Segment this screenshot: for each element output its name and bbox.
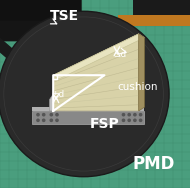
Circle shape bbox=[37, 114, 39, 116]
Circle shape bbox=[122, 119, 125, 121]
Polygon shape bbox=[49, 94, 65, 111]
Text: cushion: cushion bbox=[118, 82, 158, 92]
Circle shape bbox=[43, 119, 45, 121]
Circle shape bbox=[56, 119, 58, 121]
Circle shape bbox=[134, 119, 136, 121]
Circle shape bbox=[37, 119, 39, 121]
Text: TSE: TSE bbox=[49, 9, 78, 23]
Circle shape bbox=[50, 114, 52, 116]
Text: FSP: FSP bbox=[89, 117, 119, 131]
Circle shape bbox=[128, 114, 130, 116]
Circle shape bbox=[56, 114, 58, 116]
Polygon shape bbox=[106, 102, 122, 111]
Polygon shape bbox=[32, 107, 144, 111]
Polygon shape bbox=[0, 0, 72, 41]
Polygon shape bbox=[53, 34, 139, 111]
Polygon shape bbox=[0, 38, 42, 75]
FancyBboxPatch shape bbox=[0, 0, 82, 21]
Text: ±d: ±d bbox=[51, 90, 65, 99]
Circle shape bbox=[122, 114, 125, 116]
Polygon shape bbox=[139, 34, 144, 111]
Circle shape bbox=[134, 114, 136, 116]
Ellipse shape bbox=[0, 11, 169, 177]
Circle shape bbox=[43, 114, 45, 116]
Polygon shape bbox=[133, 0, 190, 19]
Text: PMD: PMD bbox=[133, 155, 175, 173]
Circle shape bbox=[128, 119, 130, 121]
Circle shape bbox=[139, 114, 142, 116]
Polygon shape bbox=[118, 15, 190, 26]
Polygon shape bbox=[53, 34, 144, 79]
Text: ±d: ±d bbox=[113, 50, 126, 59]
Circle shape bbox=[50, 119, 52, 121]
Polygon shape bbox=[32, 111, 144, 124]
Circle shape bbox=[139, 119, 142, 121]
